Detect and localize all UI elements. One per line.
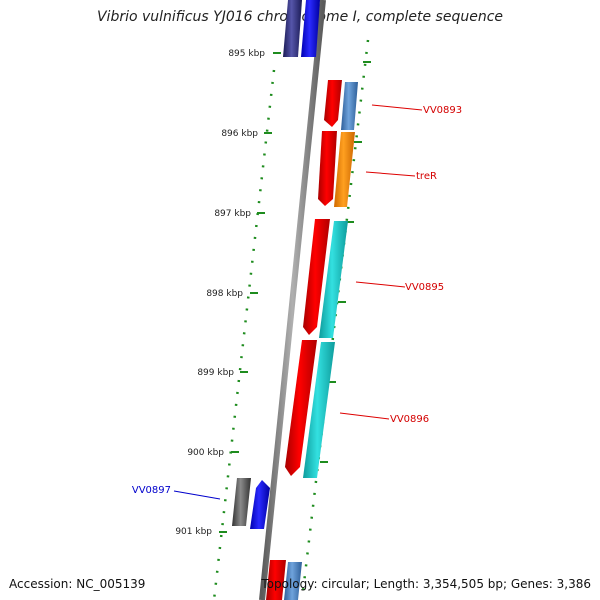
leader-VV0896 <box>339 412 390 420</box>
cog-bar-VV0895[interactable] <box>319 221 348 338</box>
cog-bar-VV0897[interactable] <box>232 478 251 526</box>
topology-text: Topology: circular; Length: 3,354,505 bp… <box>261 577 591 591</box>
gene-labels[interactable]: VV0893 treR VV0895 VV0896 VV0897 <box>132 105 462 496</box>
tick-label-898: 898 kbp <box>206 289 243 299</box>
gene-arrow-VV0895[interactable] <box>303 219 330 335</box>
cog-bar-bottom-steel[interactable] <box>284 562 302 600</box>
gene-label-VV0895[interactable]: VV0895 <box>405 282 444 293</box>
kbp-tick-labels: 895 kbp 896 kbp 897 kbp 898 kbp 899 kbp … <box>175 49 265 537</box>
tick-label-896: 896 kbp <box>221 129 258 139</box>
gene-label-VV0897[interactable]: VV0897 <box>132 485 171 496</box>
cog-bar-treR[interactable] <box>334 132 355 207</box>
gene-arrow-top-blue[interactable] <box>301 0 320 57</box>
cog-bar-VV0893[interactable] <box>341 82 358 130</box>
gene-label-VV0893[interactable]: VV0893 <box>423 105 462 116</box>
right-dotted-guide <box>300 39 370 600</box>
accession-text: Accession: NC_005139 <box>9 577 146 591</box>
gene-arrow-treR[interactable] <box>318 131 337 206</box>
cog-bar-VV0896[interactable] <box>303 342 335 478</box>
leader-VV0893 <box>371 104 423 111</box>
gene-arrow-bottom-red[interactable] <box>266 560 286 600</box>
chromosome-backbone <box>259 0 326 600</box>
gene-arrow-VV0893[interactable] <box>324 80 342 127</box>
left-dotted-guide <box>212 69 276 600</box>
tick-label-901: 901 kbp <box>175 527 212 537</box>
gene-features[interactable] <box>232 0 358 600</box>
gene-label-treR[interactable]: treR <box>416 171 437 182</box>
outer-dotted-guides <box>212 39 370 600</box>
gene-arrow-top-navy[interactable] <box>283 0 302 57</box>
tick-label-899: 899 kbp <box>197 368 234 378</box>
leader-treR <box>365 171 416 177</box>
gene-arrow-VV0896[interactable] <box>285 340 317 476</box>
tick-label-900: 900 kbp <box>187 448 224 458</box>
leader-VV0897 <box>173 490 221 500</box>
leader-VV0895 <box>355 281 406 288</box>
tick-label-897: 897 kbp <box>214 209 251 219</box>
tick-label-895: 895 kbp <box>228 49 265 59</box>
gene-label-leaders <box>173 104 423 500</box>
gene-label-VV0896[interactable]: VV0896 <box>390 414 429 425</box>
gene-arrow-VV0897[interactable] <box>250 480 270 529</box>
